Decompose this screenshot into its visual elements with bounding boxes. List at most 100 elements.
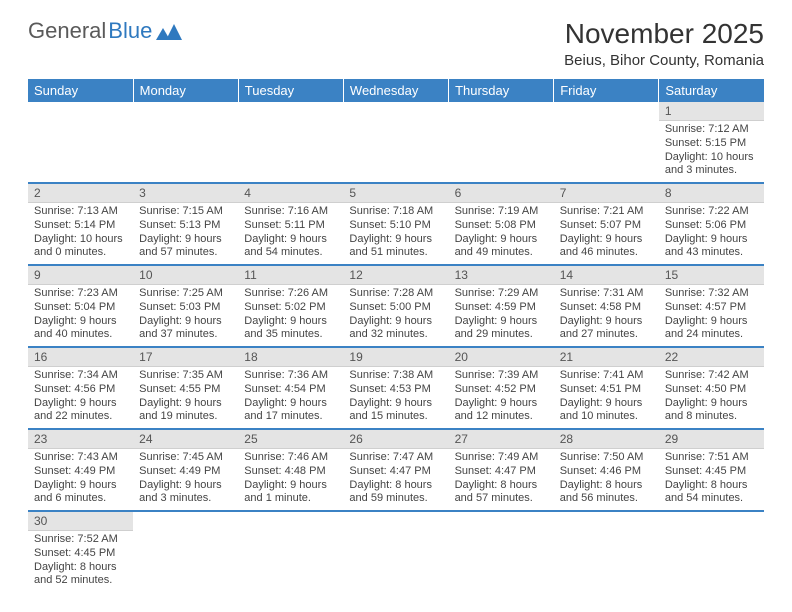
weekday-header: Saturday [659, 79, 764, 102]
calendar-cell: 24Sunrise: 7:45 AMSunset: 4:49 PMDayligh… [133, 429, 238, 511]
calendar-cell: 6Sunrise: 7:19 AMSunset: 5:08 PMDaylight… [449, 183, 554, 265]
daylight-line-2: and 24 minutes. [665, 328, 758, 342]
sunrise-line: Sunrise: 7:19 AM [455, 205, 548, 219]
daylight-line-1: Daylight: 9 hours [455, 315, 548, 329]
calendar-cell [133, 511, 238, 592]
sunrise-line: Sunrise: 7:52 AM [34, 533, 127, 547]
calendar-cell: 14Sunrise: 7:31 AMSunset: 4:58 PMDayligh… [554, 265, 659, 347]
sunrise-line: Sunrise: 7:36 AM [244, 369, 337, 383]
sunrise-line: Sunrise: 7:28 AM [349, 287, 442, 301]
daylight-line-1: Daylight: 9 hours [665, 315, 758, 329]
day-body: Sunrise: 7:39 AMSunset: 4:52 PMDaylight:… [449, 367, 554, 428]
page-header: General Blue November 2025 Beius, Bihor … [28, 18, 764, 69]
daylight-line-1: Daylight: 9 hours [455, 233, 548, 247]
weekday-header: Thursday [449, 79, 554, 102]
day-body: Sunrise: 7:18 AMSunset: 5:10 PMDaylight:… [343, 203, 448, 264]
day-number: 9 [28, 266, 133, 285]
daylight-line-1: Daylight: 8 hours [34, 561, 127, 575]
calendar-table: Sunday Monday Tuesday Wednesday Thursday… [28, 79, 764, 592]
daylight-line-2: and 35 minutes. [244, 328, 337, 342]
daylight-line-1: Daylight: 9 hours [34, 397, 127, 411]
weekday-header: Wednesday [343, 79, 448, 102]
daylight-line-2: and 3 minutes. [139, 492, 232, 506]
sunset-line: Sunset: 5:00 PM [349, 301, 442, 315]
sunset-line: Sunset: 4:53 PM [349, 383, 442, 397]
day-body: Sunrise: 7:12 AMSunset: 5:15 PMDaylight:… [659, 121, 764, 182]
daylight-line-2: and 17 minutes. [244, 410, 337, 424]
calendar-cell: 13Sunrise: 7:29 AMSunset: 4:59 PMDayligh… [449, 265, 554, 347]
day-number: 11 [238, 266, 343, 285]
daylight-line-1: Daylight: 9 hours [139, 315, 232, 329]
day-number: 16 [28, 348, 133, 367]
day-number: 24 [133, 430, 238, 449]
calendar-week-row: 16Sunrise: 7:34 AMSunset: 4:56 PMDayligh… [28, 347, 764, 429]
calendar-cell: 27Sunrise: 7:49 AMSunset: 4:47 PMDayligh… [449, 429, 554, 511]
day-body: Sunrise: 7:41 AMSunset: 4:51 PMDaylight:… [554, 367, 659, 428]
sunset-line: Sunset: 4:56 PM [34, 383, 127, 397]
sunrise-line: Sunrise: 7:22 AM [665, 205, 758, 219]
sunset-line: Sunset: 4:57 PM [665, 301, 758, 315]
daylight-line-2: and 15 minutes. [349, 410, 442, 424]
day-body: Sunrise: 7:13 AMSunset: 5:14 PMDaylight:… [28, 203, 133, 264]
calendar-cell: 23Sunrise: 7:43 AMSunset: 4:49 PMDayligh… [28, 429, 133, 511]
calendar-cell: 2Sunrise: 7:13 AMSunset: 5:14 PMDaylight… [28, 183, 133, 265]
sunset-line: Sunset: 5:15 PM [665, 137, 758, 151]
calendar-cell [238, 102, 343, 183]
sunrise-line: Sunrise: 7:49 AM [455, 451, 548, 465]
calendar-week-row: 23Sunrise: 7:43 AMSunset: 4:49 PMDayligh… [28, 429, 764, 511]
sunset-line: Sunset: 4:49 PM [34, 465, 127, 479]
calendar-week-row: 1Sunrise: 7:12 AMSunset: 5:15 PMDaylight… [28, 102, 764, 183]
sunrise-line: Sunrise: 7:25 AM [139, 287, 232, 301]
logo: General Blue [28, 18, 182, 44]
daylight-line-1: Daylight: 8 hours [455, 479, 548, 493]
sunset-line: Sunset: 4:45 PM [665, 465, 758, 479]
daylight-line-2: and 43 minutes. [665, 246, 758, 260]
sunrise-line: Sunrise: 7:29 AM [455, 287, 548, 301]
calendar-cell: 8Sunrise: 7:22 AMSunset: 5:06 PMDaylight… [659, 183, 764, 265]
calendar-cell: 1Sunrise: 7:12 AMSunset: 5:15 PMDaylight… [659, 102, 764, 183]
sunset-line: Sunset: 4:52 PM [455, 383, 548, 397]
day-number: 14 [554, 266, 659, 285]
daylight-line-2: and 54 minutes. [244, 246, 337, 260]
sunrise-line: Sunrise: 7:47 AM [349, 451, 442, 465]
day-number: 4 [238, 184, 343, 203]
calendar-cell: 30Sunrise: 7:52 AMSunset: 4:45 PMDayligh… [28, 511, 133, 592]
sunrise-line: Sunrise: 7:12 AM [665, 123, 758, 137]
day-body: Sunrise: 7:38 AMSunset: 4:53 PMDaylight:… [343, 367, 448, 428]
daylight-line-1: Daylight: 9 hours [244, 315, 337, 329]
day-number: 8 [659, 184, 764, 203]
day-number: 10 [133, 266, 238, 285]
calendar-cell [238, 511, 343, 592]
day-body: Sunrise: 7:50 AMSunset: 4:46 PMDaylight:… [554, 449, 659, 510]
sunrise-line: Sunrise: 7:35 AM [139, 369, 232, 383]
calendar-cell: 11Sunrise: 7:26 AMSunset: 5:02 PMDayligh… [238, 265, 343, 347]
daylight-line-2: and 56 minutes. [560, 492, 653, 506]
sunrise-line: Sunrise: 7:23 AM [34, 287, 127, 301]
sunset-line: Sunset: 4:51 PM [560, 383, 653, 397]
daylight-line-1: Daylight: 8 hours [665, 479, 758, 493]
calendar-cell [133, 102, 238, 183]
sunrise-line: Sunrise: 7:15 AM [139, 205, 232, 219]
daylight-line-1: Daylight: 9 hours [665, 397, 758, 411]
day-body: Sunrise: 7:29 AMSunset: 4:59 PMDaylight:… [449, 285, 554, 346]
sunrise-line: Sunrise: 7:34 AM [34, 369, 127, 383]
sunrise-line: Sunrise: 7:16 AM [244, 205, 337, 219]
day-body: Sunrise: 7:51 AMSunset: 4:45 PMDaylight:… [659, 449, 764, 510]
daylight-line-2: and 29 minutes. [455, 328, 548, 342]
title-block: November 2025 Beius, Bihor County, Roman… [564, 18, 764, 69]
daylight-line-2: and 57 minutes. [139, 246, 232, 260]
daylight-line-1: Daylight: 9 hours [34, 479, 127, 493]
sunset-line: Sunset: 4:55 PM [139, 383, 232, 397]
sunset-line: Sunset: 5:13 PM [139, 219, 232, 233]
daylight-line-2: and 57 minutes. [455, 492, 548, 506]
calendar-cell: 29Sunrise: 7:51 AMSunset: 4:45 PMDayligh… [659, 429, 764, 511]
logo-mark-icon [156, 22, 182, 40]
sunrise-line: Sunrise: 7:50 AM [560, 451, 653, 465]
daylight-line-2: and 27 minutes. [560, 328, 653, 342]
calendar-cell: 17Sunrise: 7:35 AMSunset: 4:55 PMDayligh… [133, 347, 238, 429]
daylight-line-2: and 22 minutes. [34, 410, 127, 424]
sunrise-line: Sunrise: 7:45 AM [139, 451, 232, 465]
sunset-line: Sunset: 4:54 PM [244, 383, 337, 397]
day-number: 25 [238, 430, 343, 449]
day-body: Sunrise: 7:23 AMSunset: 5:04 PMDaylight:… [28, 285, 133, 346]
